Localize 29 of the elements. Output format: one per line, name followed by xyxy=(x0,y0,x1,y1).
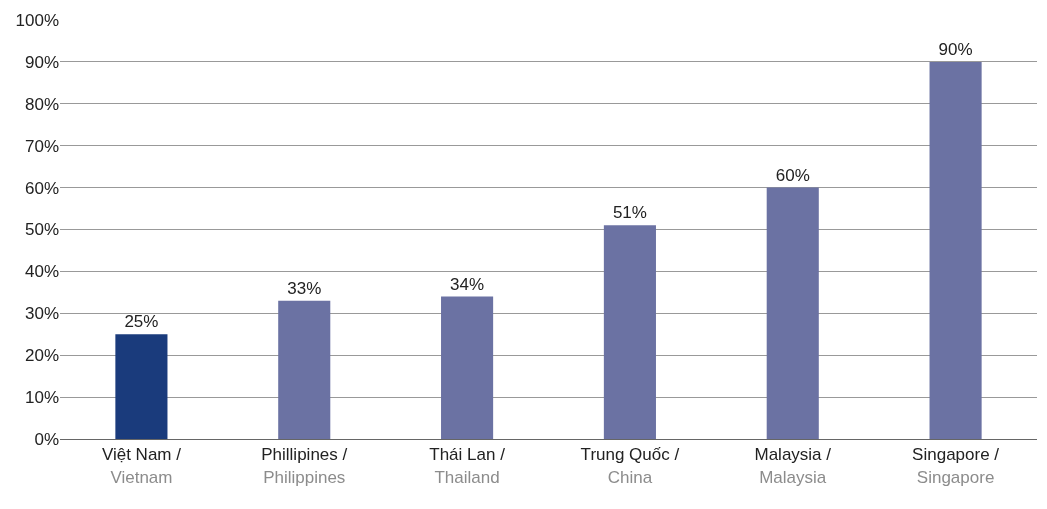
y-tick-label: 80% xyxy=(24,94,59,114)
y-tick-label: 0% xyxy=(34,429,59,449)
y-tick-label: 50% xyxy=(24,220,59,240)
x-tick-label: Phillipines / Philippines xyxy=(261,445,348,487)
data-label: 51% xyxy=(612,203,647,223)
data-label: 33% xyxy=(287,278,322,298)
y-tick-label: 10% xyxy=(24,388,59,408)
data-label: 34% xyxy=(450,274,485,294)
bar xyxy=(278,300,331,439)
bar xyxy=(603,225,656,439)
y-tick-label: 70% xyxy=(24,136,59,156)
y-tick-label: 60% xyxy=(24,178,59,198)
data-label: 90% xyxy=(938,39,973,59)
y-tick-label: 30% xyxy=(24,304,59,324)
data-label: 25% xyxy=(124,312,159,332)
data-label: 60% xyxy=(775,165,810,185)
x-tick-label: Việt Nam / Vietnam xyxy=(101,445,182,487)
bar xyxy=(929,61,982,439)
bar xyxy=(441,296,494,439)
y-tick-label: 20% xyxy=(24,346,59,366)
x-tick-label: Thái Lan / Thailand xyxy=(429,445,506,487)
x-tick-label: Singapore / Singapore xyxy=(912,445,1000,487)
bar xyxy=(766,187,819,439)
x-tick-label: Trung Quốc / China xyxy=(580,445,680,487)
x-tick-label: Malaysia / Malaysia xyxy=(754,445,832,487)
y-tick-label: 90% xyxy=(24,52,59,72)
y-tick-label: 100% xyxy=(15,10,59,30)
bar xyxy=(115,334,168,439)
y-tick-label: 40% xyxy=(24,262,59,282)
